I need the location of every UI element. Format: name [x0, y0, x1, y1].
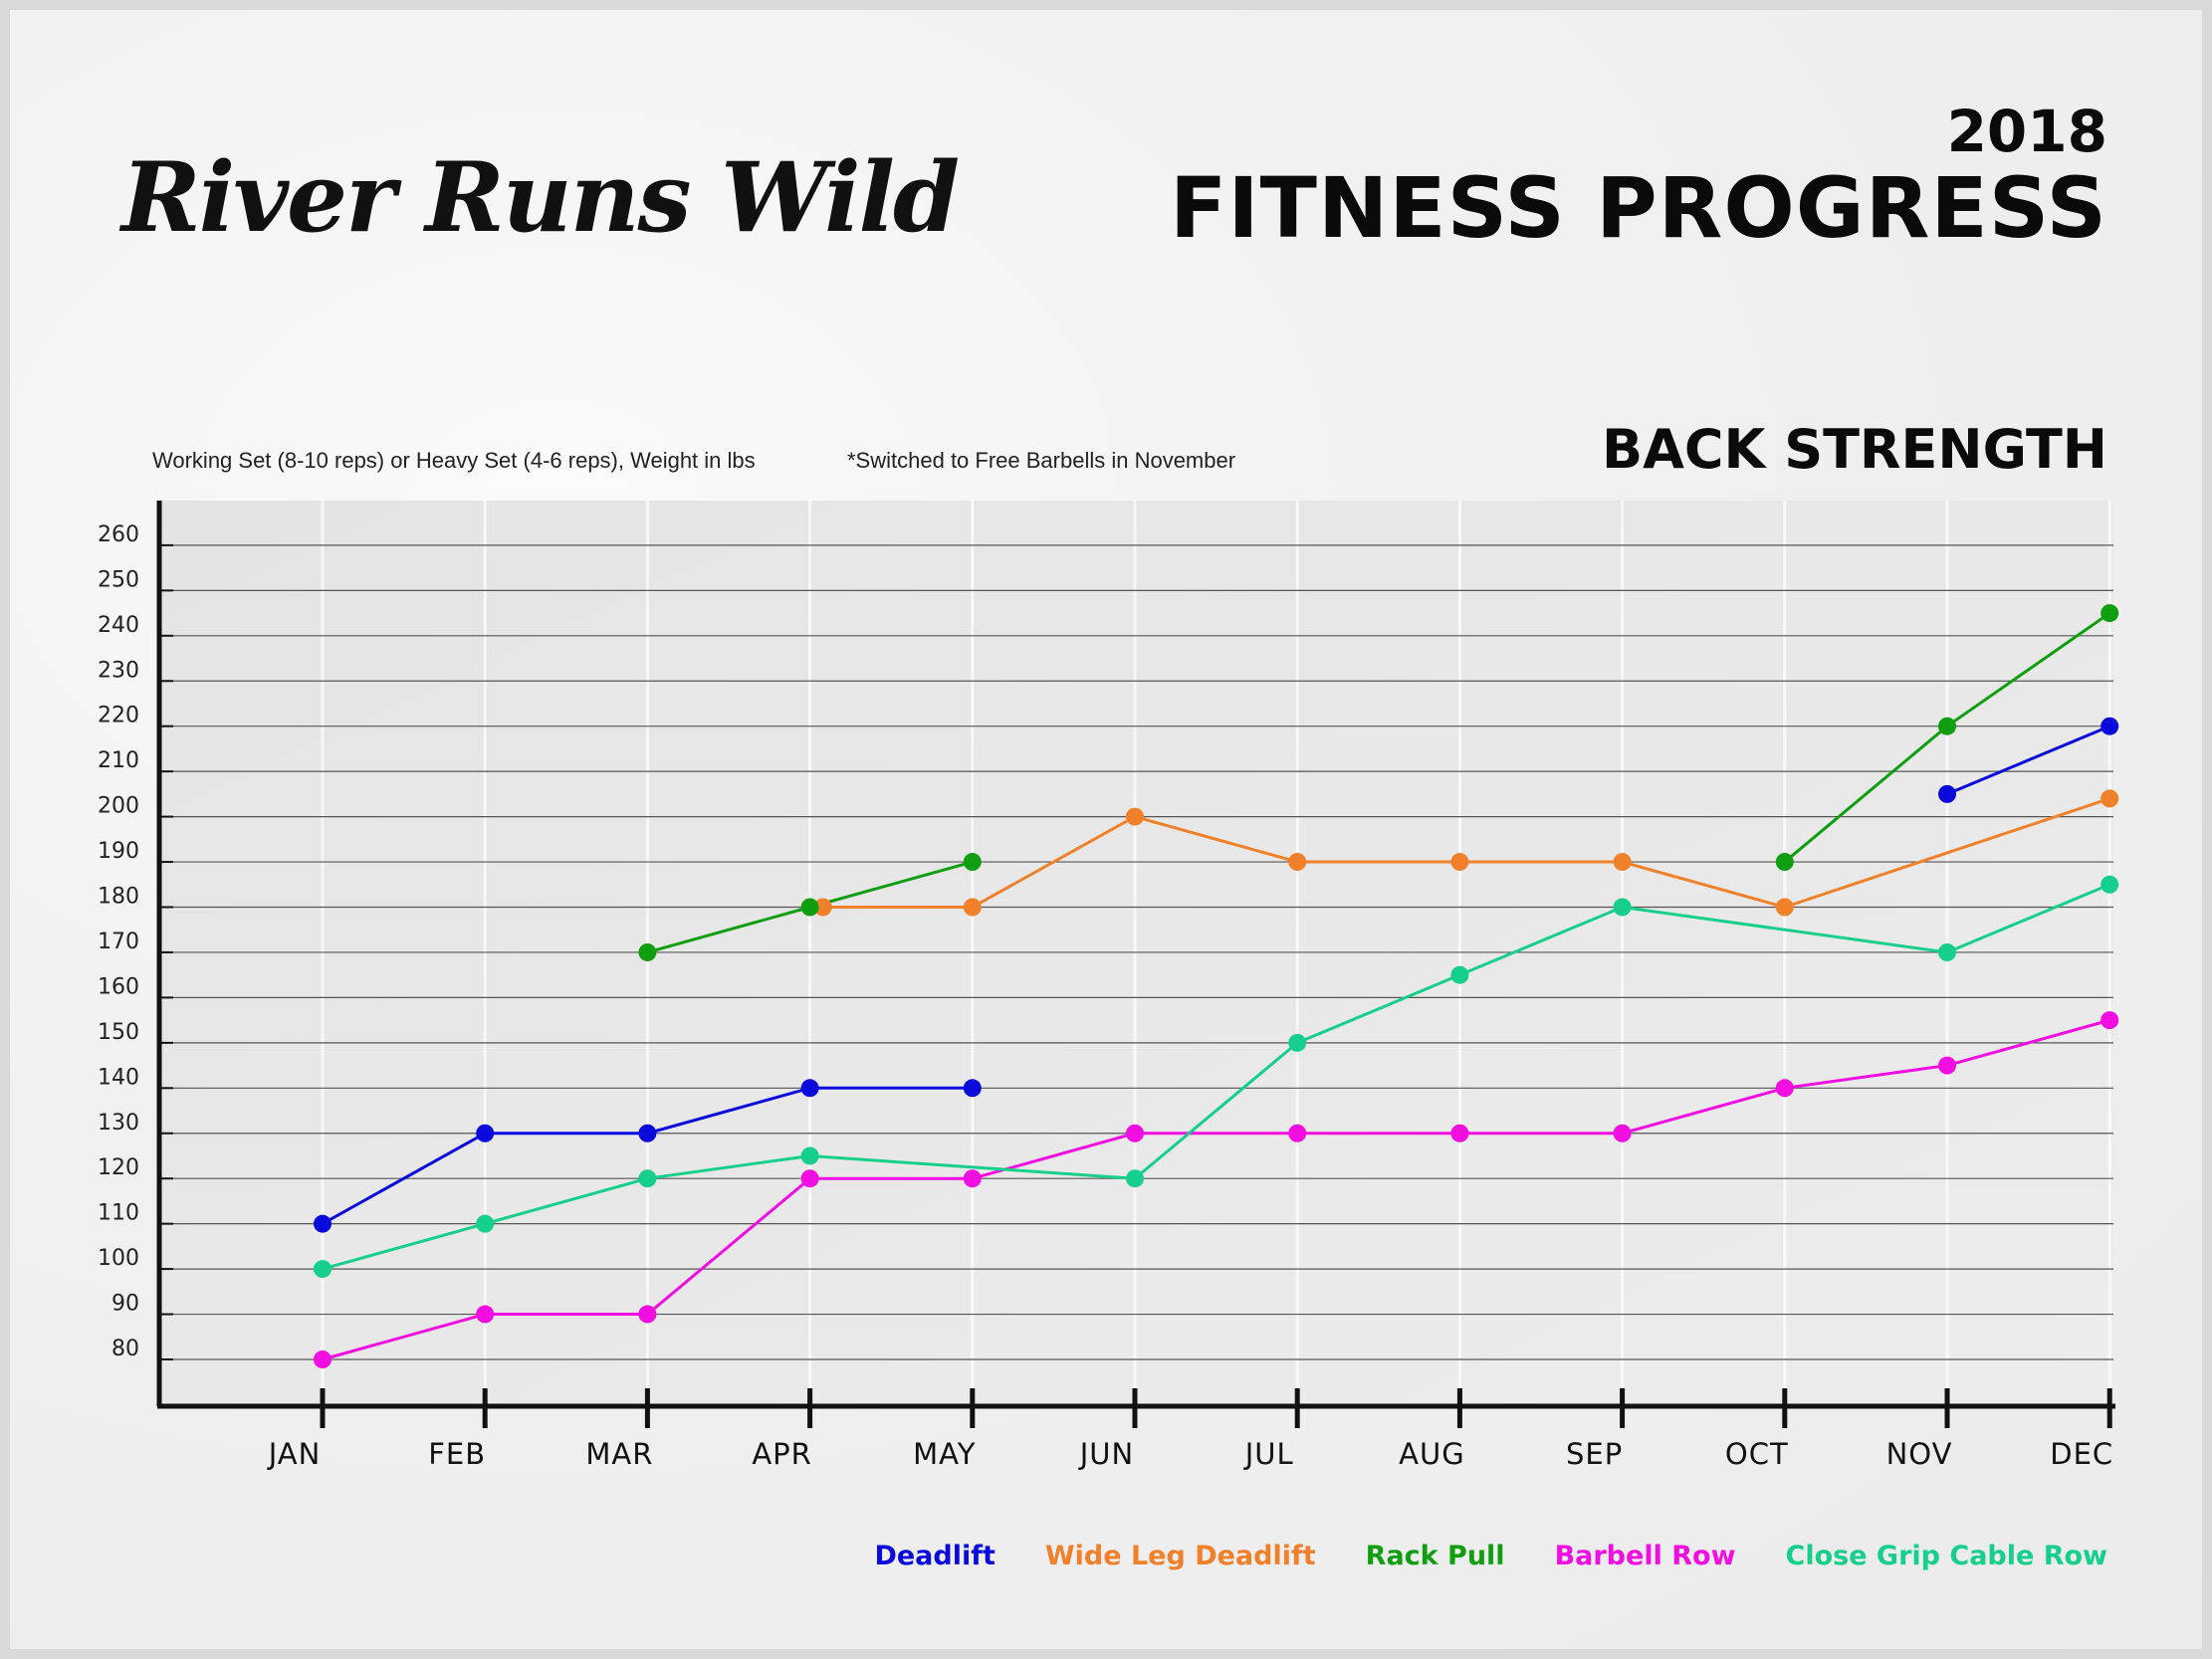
x-tick-label: JUN — [1078, 1437, 1134, 1471]
legend-item-close-grip-cable-row: Close Grip Cable Row — [1785, 1541, 2107, 1571]
y-tick-label: 260 — [98, 522, 139, 547]
data-point-rack-pull — [1938, 717, 1956, 735]
legend-item-barbell-row: Barbell Row — [1554, 1541, 1736, 1571]
data-point-close-grip-cable-row — [1938, 942, 1956, 961]
y-tick-label: 200 — [98, 794, 139, 819]
series-line-deadlift — [1946, 725, 2110, 796]
x-tick-label: MAR — [585, 1437, 653, 1471]
data-point-barbell-row — [963, 1169, 982, 1188]
y-tick-label: 90 — [111, 1292, 139, 1317]
y-tick-label: 240 — [98, 613, 139, 638]
y-tick-label: 190 — [98, 839, 139, 864]
data-point-wide-leg-deadlift — [1613, 853, 1632, 872]
data-point-barbell-row — [1450, 1124, 1469, 1142]
header-year: 2018 — [1946, 98, 2107, 165]
data-point-barbell-row — [2101, 1011, 2119, 1030]
y-tick-label: 80 — [111, 1337, 139, 1361]
legend-item-rack-pull: Rack Pull — [1365, 1541, 1505, 1571]
y-tick-label: 130 — [98, 1111, 139, 1136]
data-point-rack-pull — [638, 942, 657, 961]
chart-title: BACK STRENGTH — [1601, 418, 2107, 481]
data-point-rack-pull — [2101, 604, 2119, 623]
data-point-barbell-row — [1775, 1079, 1794, 1098]
x-tick-label: AUG — [1399, 1437, 1465, 1471]
y-tick-label: 150 — [98, 1020, 139, 1045]
data-point-wide-leg-deadlift — [2101, 789, 2119, 808]
y-tick-label: 180 — [98, 885, 139, 910]
data-point-barbell-row — [476, 1305, 495, 1324]
data-point-close-grip-cable-row — [476, 1214, 495, 1233]
series-line-wide-leg-deadlift — [822, 796, 2110, 909]
data-point-deadlift — [638, 1124, 657, 1142]
y-tick-label: 120 — [98, 1155, 139, 1180]
data-point-deadlift — [963, 1079, 982, 1098]
x-tick-label: JUL — [1243, 1437, 1294, 1471]
legend-item-wide-leg-deadlift: Wide Leg Deadlift — [1044, 1541, 1316, 1571]
x-tick-label: APR — [752, 1437, 811, 1471]
chart-note-units: Working Set (8-10 reps) or Heavy Set (4-… — [152, 448, 756, 473]
y-tick-label: 170 — [98, 930, 139, 954]
data-point-close-grip-cable-row — [2101, 875, 2119, 894]
data-point-barbell-row — [1126, 1124, 1144, 1142]
data-point-wide-leg-deadlift — [1775, 898, 1794, 917]
y-tick-label: 230 — [98, 658, 139, 683]
x-tick-label: DEC — [2050, 1437, 2113, 1471]
chart-legend: Deadlift Wide Leg Deadlift Rack Pull Bar… — [874, 1541, 2107, 1571]
data-point-wide-leg-deadlift — [1126, 807, 1144, 826]
data-point-close-grip-cable-row — [1450, 965, 1469, 984]
data-point-deadlift — [1938, 784, 1956, 803]
data-point-rack-pull — [963, 853, 982, 872]
page-title: FITNESS PROGRESS — [1170, 159, 2107, 257]
data-point-close-grip-cable-row — [1288, 1033, 1307, 1052]
y-tick-label: 100 — [98, 1246, 139, 1271]
series-line-barbell-row — [322, 1018, 2110, 1361]
x-tick-label: FEB — [428, 1437, 486, 1471]
data-point-barbell-row — [800, 1169, 819, 1188]
chart-note-barbells: *Switched to Free Barbells in November — [847, 448, 1236, 473]
data-point-close-grip-cable-row — [800, 1146, 819, 1165]
x-tick-label: SEP — [1566, 1437, 1623, 1471]
data-point-wide-leg-deadlift — [1288, 853, 1307, 872]
data-point-rack-pull — [1775, 853, 1794, 872]
data-point-deadlift — [2101, 717, 2119, 735]
x-tick-label: JAN — [267, 1437, 322, 1471]
y-tick-label: 140 — [98, 1065, 139, 1090]
data-point-close-grip-cable-row — [1613, 898, 1632, 917]
y-tick-label: 110 — [98, 1201, 139, 1226]
x-tick-label: MAY — [913, 1437, 976, 1471]
y-tick-label: 210 — [98, 748, 139, 773]
data-point-wide-leg-deadlift — [1450, 853, 1469, 872]
x-tick-label: NOV — [1886, 1437, 1953, 1471]
data-point-deadlift — [314, 1214, 332, 1233]
y-tick-label: 220 — [98, 704, 139, 728]
data-point-wide-leg-deadlift — [963, 898, 982, 917]
brand-name: River Runs Wild — [121, 140, 960, 254]
data-point-barbell-row — [1613, 1124, 1632, 1142]
data-point-close-grip-cable-row — [1126, 1169, 1144, 1188]
data-point-barbell-row — [1938, 1056, 1956, 1075]
series-line-close-grip-cable-row — [322, 883, 2110, 1271]
data-point-deadlift — [476, 1124, 495, 1142]
x-tick-label: OCT — [1725, 1437, 1789, 1471]
y-tick-label: 250 — [98, 567, 139, 592]
data-point-rack-pull — [800, 898, 819, 917]
data-point-close-grip-cable-row — [638, 1169, 657, 1188]
data-point-barbell-row — [1288, 1124, 1307, 1142]
data-point-close-grip-cable-row — [314, 1260, 332, 1279]
legend-item-deadlift: Deadlift — [874, 1541, 995, 1571]
data-point-barbell-row — [638, 1305, 657, 1324]
data-point-deadlift — [800, 1079, 819, 1098]
y-tick-label: 160 — [98, 974, 139, 999]
brand-logo: River Runs Wild — [98, 137, 960, 257]
data-point-barbell-row — [314, 1350, 332, 1368]
data-point-wide-leg-deadlift — [813, 898, 832, 917]
